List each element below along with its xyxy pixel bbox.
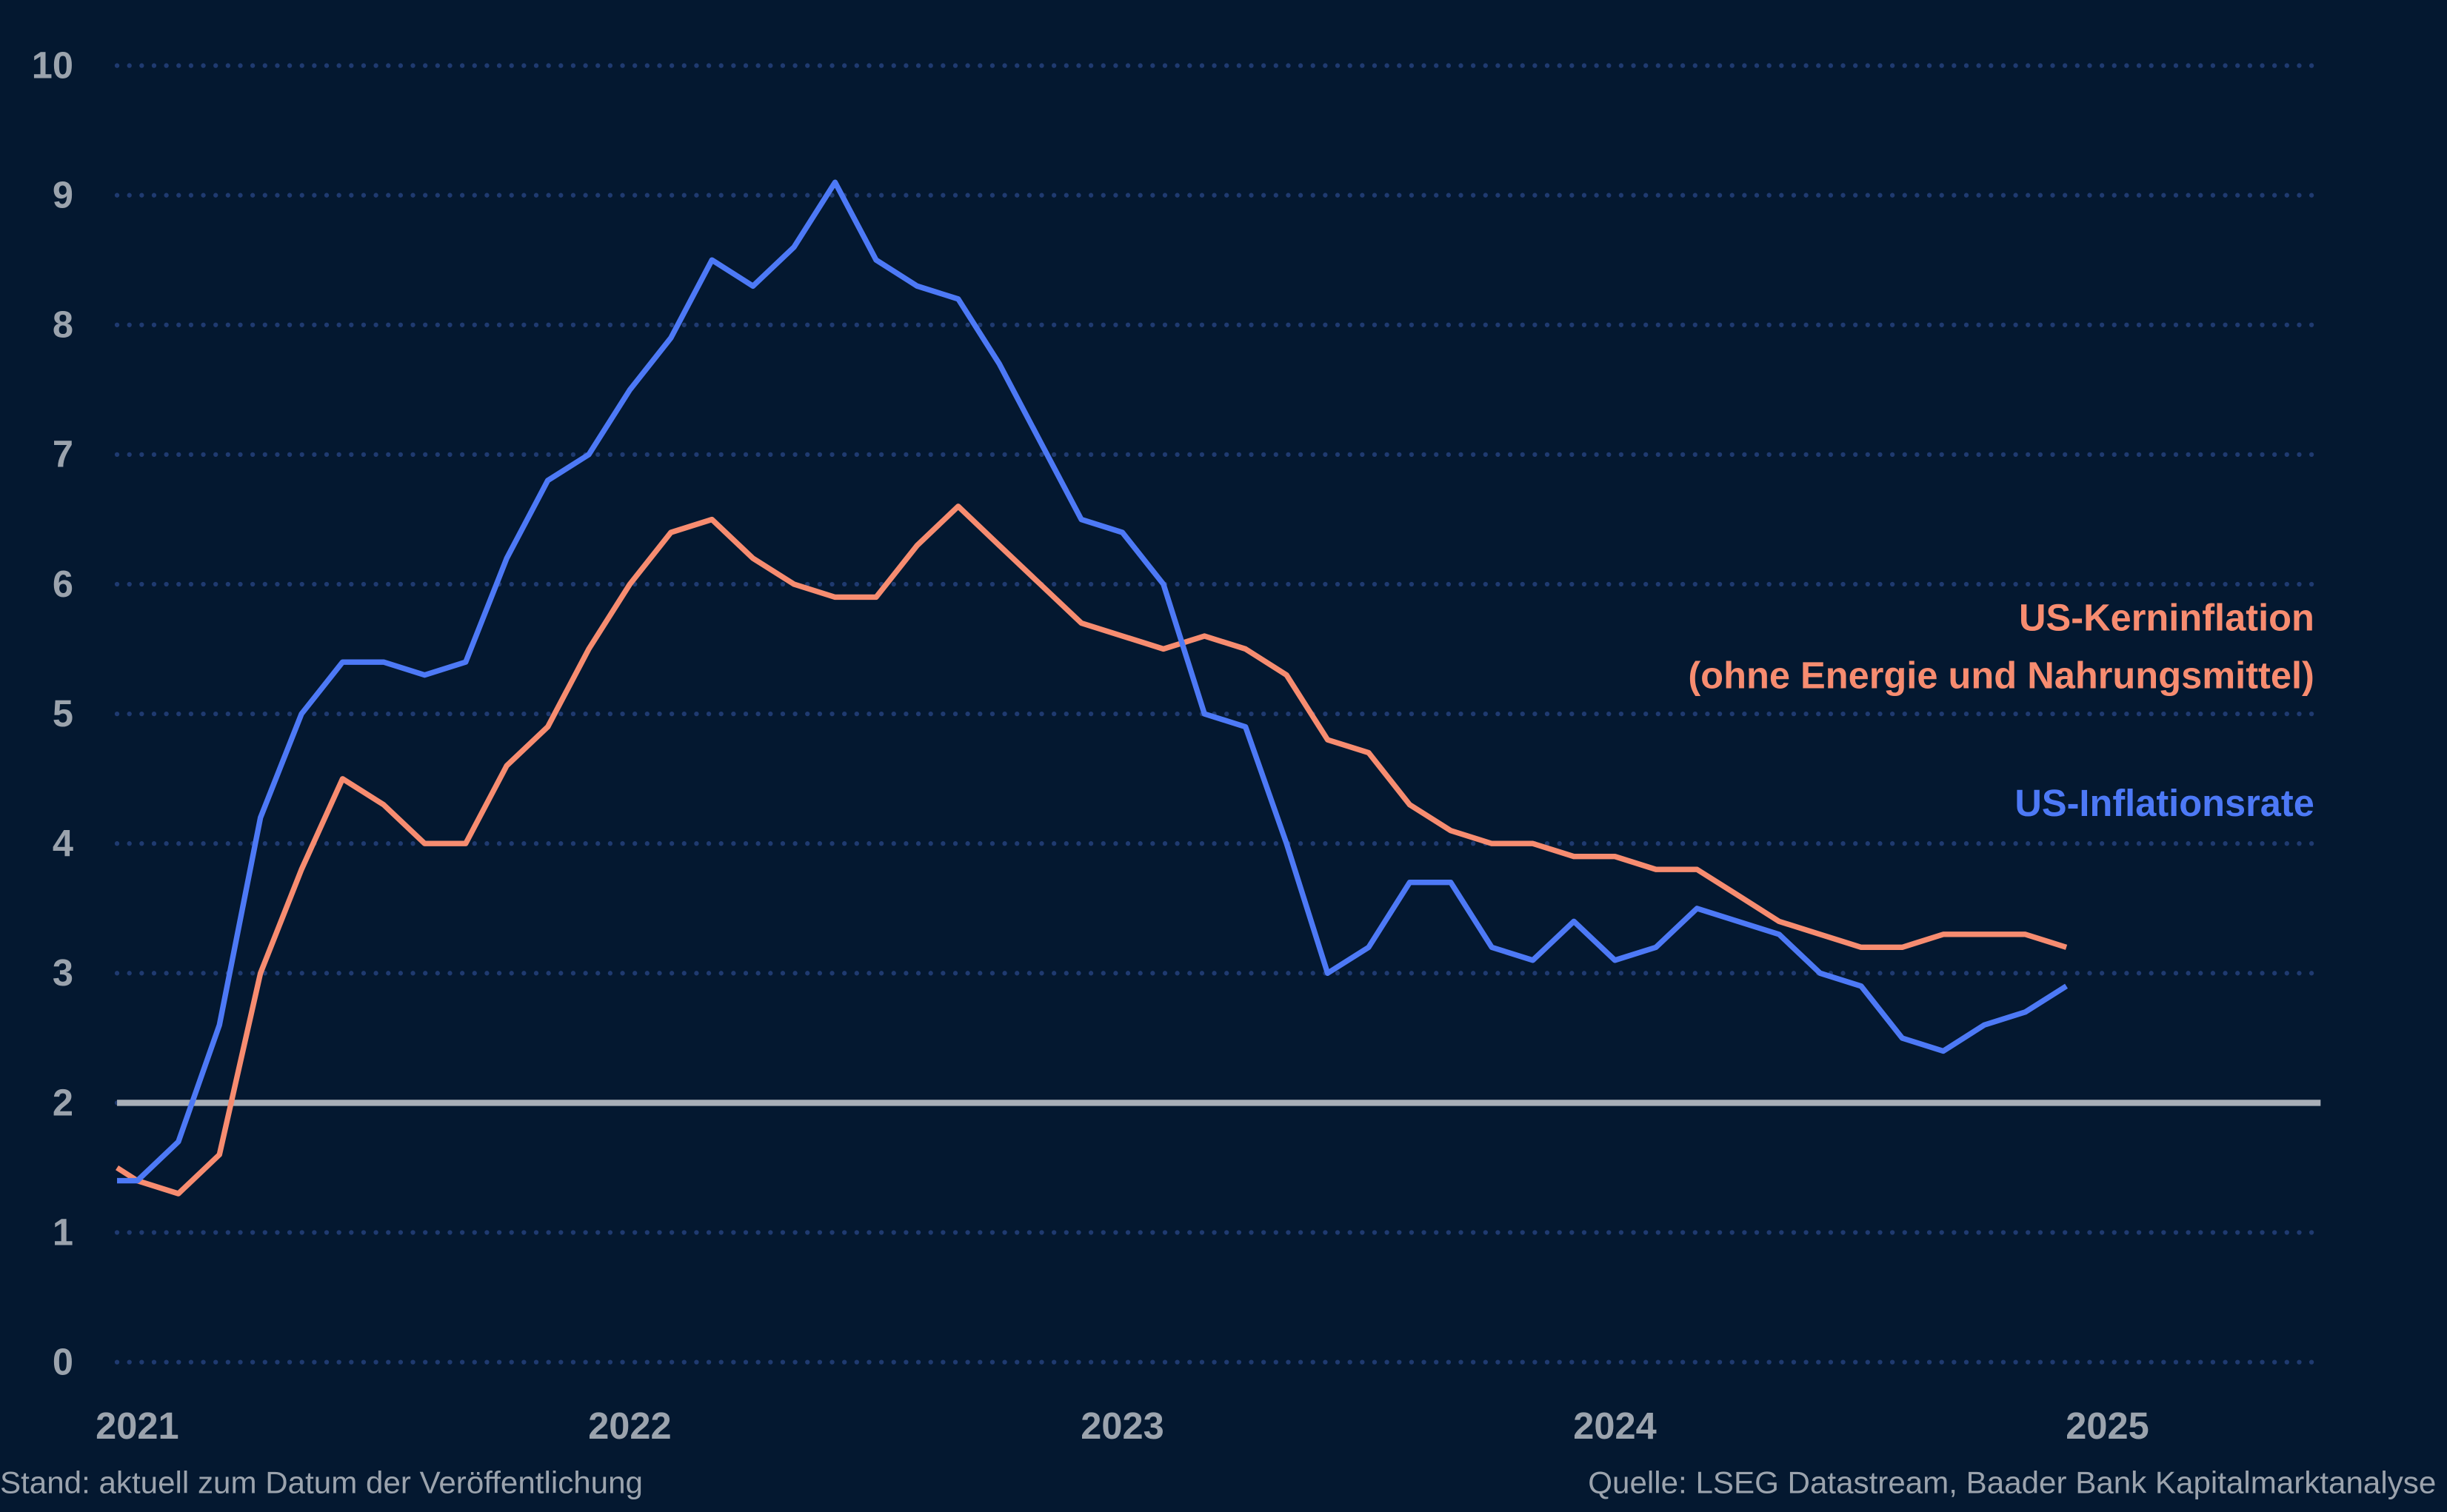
legend-label-inflation-rate: US-Inflationsrate bbox=[2014, 782, 2314, 824]
y-tick-label: 6 bbox=[53, 563, 73, 605]
y-tick-label: 10 bbox=[32, 44, 73, 86]
y-tick-label: 1 bbox=[53, 1211, 73, 1253]
y-tick-label: 2 bbox=[53, 1081, 73, 1123]
y-tick-label: 3 bbox=[53, 951, 73, 994]
legend-label-core-inflation-line2: (ohne Energie und Nahrungsmittel) bbox=[1688, 654, 2314, 696]
series-line-inflation-rate bbox=[117, 179, 2069, 1184]
x-tick-label: 2025 bbox=[2066, 1405, 2149, 1447]
footer-date-note: Stand: aktuell zum Datum der Veröffentli… bbox=[0, 1465, 643, 1500]
y-tick-label: 7 bbox=[53, 433, 73, 475]
footer-source: Quelle: LSEG Datastream, Baader Bank Kap… bbox=[1588, 1465, 2436, 1500]
series-line-core-inflation bbox=[116, 504, 2068, 1197]
y-tick-label: 5 bbox=[53, 692, 73, 735]
y-tick-label: 0 bbox=[53, 1340, 73, 1382]
y-tick-label: 9 bbox=[53, 174, 73, 216]
x-tick-label: 2024 bbox=[1573, 1405, 1656, 1447]
y-tick-label: 8 bbox=[53, 304, 73, 346]
x-tick-label: 2023 bbox=[1081, 1405, 1164, 1447]
legend-label-core-inflation: US-Kerninflation bbox=[2019, 596, 2314, 638]
x-tick-label: 2022 bbox=[588, 1405, 671, 1447]
y-axis-ticks: 0 1 2 3 4 5 6 7 8 9 10 bbox=[32, 44, 73, 1382]
series-lines bbox=[116, 179, 2069, 1197]
x-tick-label: 2021 bbox=[96, 1405, 178, 1447]
x-axis-ticks: 2021 2022 2023 2024 2025 bbox=[96, 1405, 2149, 1447]
y-tick-label: 4 bbox=[53, 822, 73, 864]
